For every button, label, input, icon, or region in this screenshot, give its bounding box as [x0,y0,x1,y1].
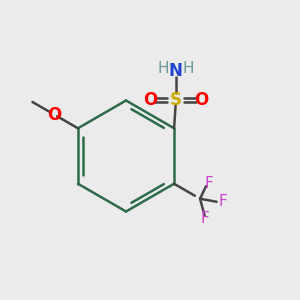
Text: O: O [194,91,208,109]
Text: H: H [182,61,194,76]
Text: S: S [169,91,181,109]
Text: F: F [200,211,209,226]
Text: N: N [169,62,182,80]
Text: H: H [157,61,169,76]
Text: O: O [47,106,62,124]
Text: F: F [205,176,213,191]
Text: F: F [218,194,227,209]
Text: O: O [143,91,157,109]
